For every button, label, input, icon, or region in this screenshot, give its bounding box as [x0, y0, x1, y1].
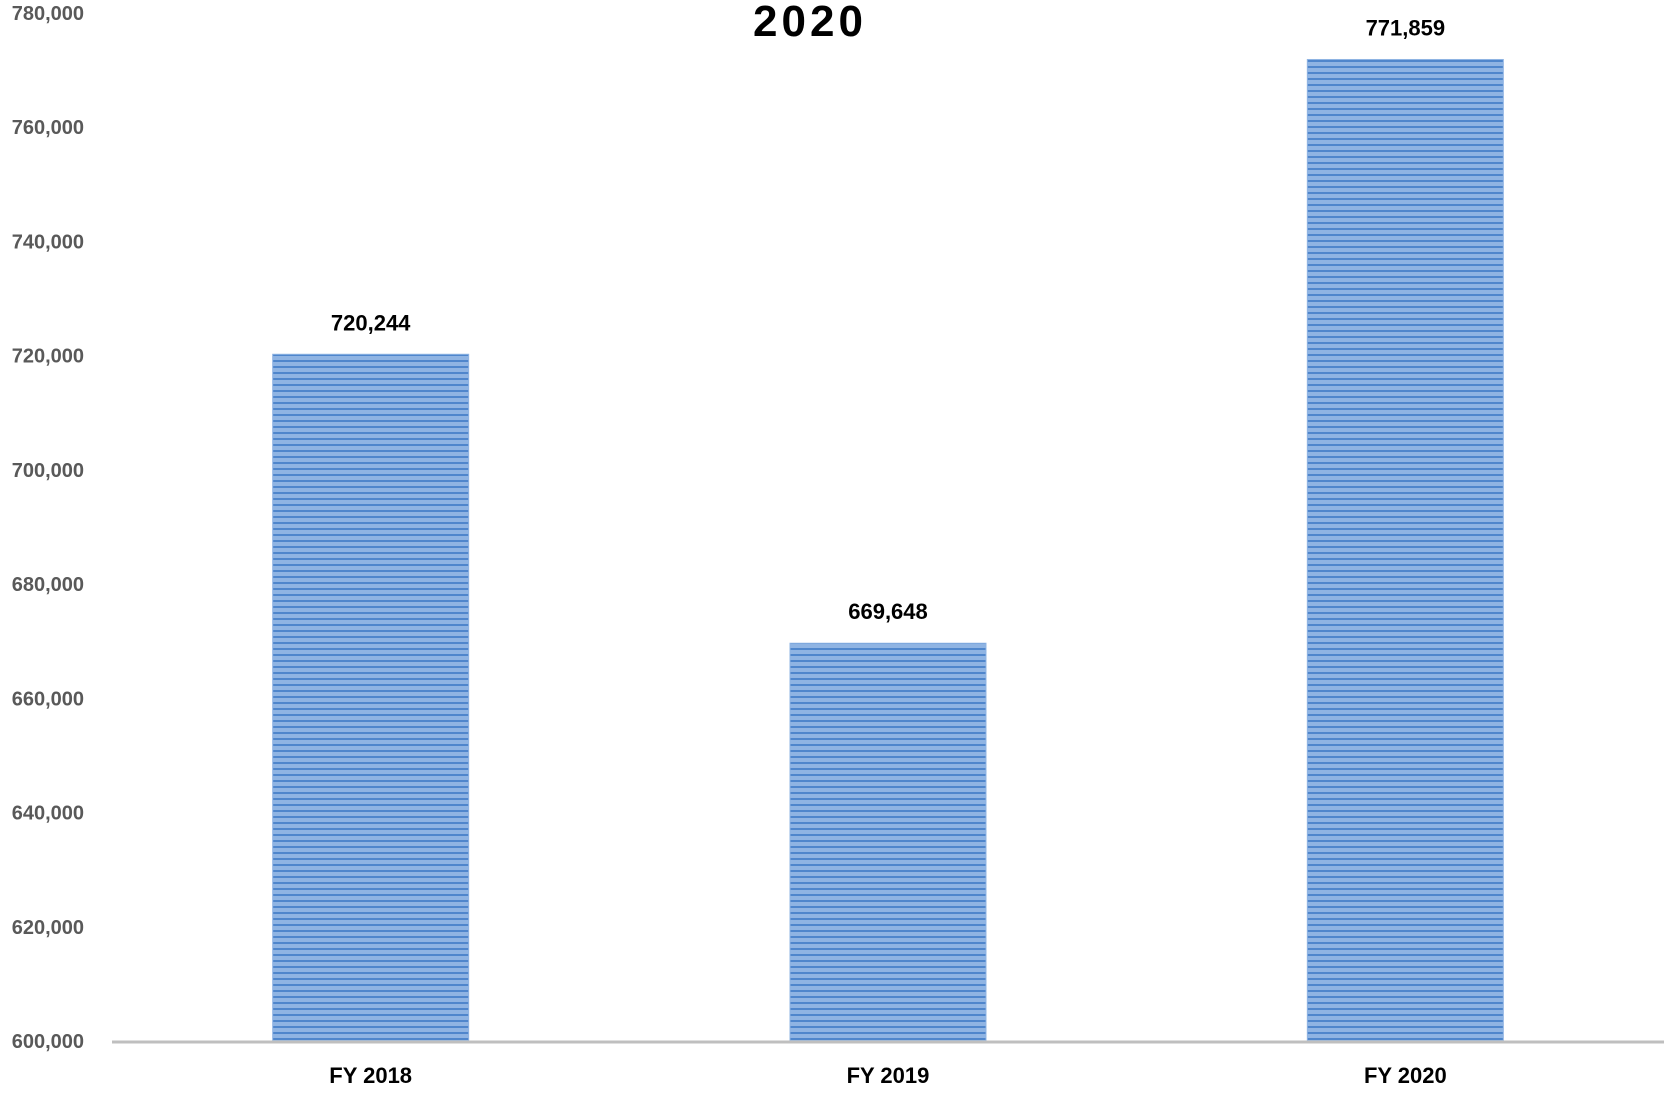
x-axis-category-labels: FY 2018 FY 2019 FY 2020: [329, 1063, 1446, 1088]
x-tick-label: FY 2020: [1364, 1063, 1447, 1088]
data-label: 771,859: [1366, 15, 1446, 40]
y-tick-label: 760,000: [12, 117, 84, 139]
bar: [789, 642, 987, 1042]
y-tick-label: 700,000: [12, 460, 84, 482]
y-tick-label: 660,000: [12, 688, 84, 710]
data-label: 669,648: [848, 599, 928, 624]
bar: [272, 353, 470, 1042]
y-tick-label: 640,000: [12, 803, 84, 825]
x-tick-label: FY 2019: [847, 1063, 930, 1088]
y-tick-label: 780,000: [12, 3, 84, 25]
y-tick-label: 740,000: [12, 231, 84, 253]
y-tick-label: 600,000: [12, 1031, 84, 1053]
y-axis-tick-labels: 600,000 620,000 640,000 660,000 680,000 700,0…: [12, 3, 84, 1053]
y-tick-label: 720,000: [12, 346, 84, 368]
x-tick-label: FY 2018: [329, 1063, 412, 1088]
chart-title: 2020: [753, 0, 867, 46]
bars-group: [272, 58, 1504, 1042]
data-labels-group: 720,244 669,648 771,859: [331, 15, 1445, 624]
data-label: 720,244: [331, 310, 411, 335]
y-tick-label: 620,000: [12, 917, 84, 939]
y-tick-label: 680,000: [12, 574, 84, 596]
bar: [1306, 58, 1504, 1042]
